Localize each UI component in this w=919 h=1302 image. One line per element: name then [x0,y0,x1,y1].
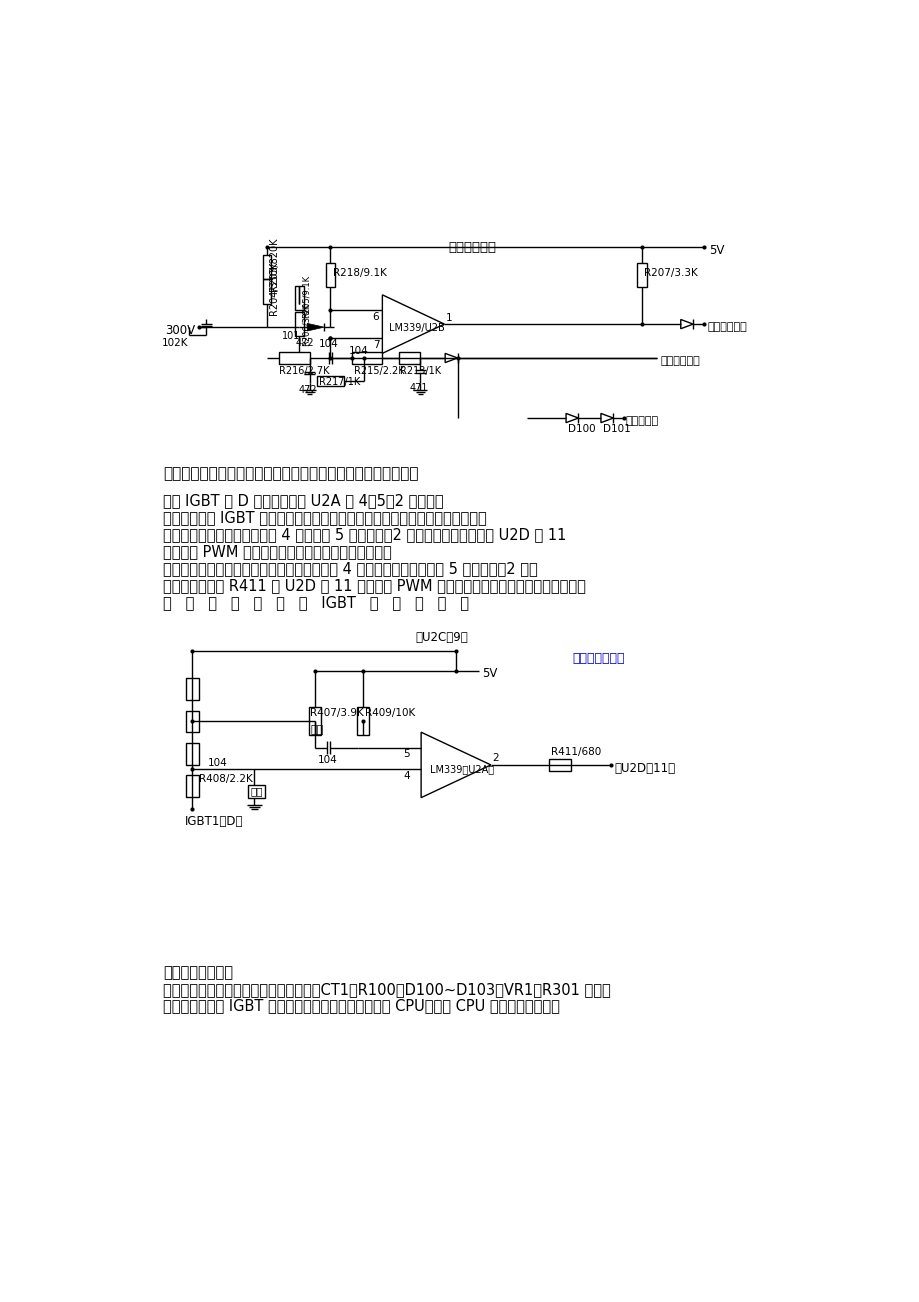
Text: 浪涌保护电路: 浪涌保护电路 [448,241,495,254]
Text: LM339/U2B: LM339/U2B [388,323,444,333]
Bar [186,743,199,764]
Text: 去电流检测: 去电流检测 [625,417,658,426]
Text: 7: 7 [372,340,379,349]
Text: 104: 104 [349,345,369,355]
Bar [248,785,265,798]
Text: 102K: 102K [161,339,187,348]
Text: R203/820K: R203/820K [269,237,279,290]
Text: 472: 472 [299,385,317,395]
Text: 八、反压保护电路（又称反蜂压保护电路或反蜂高压保护电路）: 八、反压保护电路（又称反蜂压保护电路或反蜂高压保护电路） [163,466,418,480]
Bar [278,352,309,365]
Text: 反蜂压保护电路: 反蜂压保护电路 [572,652,624,665]
Text: 基准: 基准 [310,725,323,736]
Bar [309,707,321,734]
Text: R408/2.2K: R408/2.2K [199,773,252,784]
Text: R204/330K: R204/330K [269,262,279,315]
Text: 它由电流检测取样变压器（俗称比流器）CT1、R100、D100~D103、VR1、R301 构成。: 它由电流检测取样变压器（俗称比流器）CT1、R100、D100~D103、VR1… [163,982,610,996]
Text: R218/9.1K: R218/9.1K [333,268,386,279]
Bar [294,311,304,336]
Text: 101: 101 [282,331,301,341]
Text: 104: 104 [208,758,228,768]
Text: 5V: 5V [482,667,497,680]
Bar [325,263,335,288]
Text: 472: 472 [295,339,314,348]
Text: 4: 4 [403,771,410,781]
Text: 1: 1 [446,312,452,323]
Text: 待机浪涌中断: 待机浪涌中断 [660,355,699,366]
Bar [263,255,270,280]
Text: D101: D101 [603,424,630,434]
Text: 降   低   ，   达   到   保   护   IGBT   管   的   目   的   。: 降 低 ， 达 到 保 护 IGBT 管 的 目 的 。 [163,595,469,611]
Text: 其作用是防止 IGBT 管因反蜂电压过高（也就是常说的反蜂脉冲过高）而击穿。: 其作用是防止 IGBT 管因反蜂电压过高（也就是常说的反蜂脉冲过高）而击穿。 [163,510,486,526]
Text: R206/3.9K: R206/3.9K [301,302,311,346]
Text: 5: 5 [403,749,410,759]
Bar [549,759,570,771]
Text: R216/2.7K: R216/2.7K [279,366,329,376]
Text: 文字: 文字 [250,786,263,796]
Text: 104: 104 [319,339,338,349]
Text: R213/1K: R213/1K [400,366,441,376]
Bar [186,678,199,700]
Text: 去U2C的9脚: 去U2C的9脚 [415,631,468,644]
Bar [398,352,420,365]
Text: 其主要作用是将 IGBT 的工作电流转化为电压信号加到 CPU，通过 CPU 对此电压进行处理: 其主要作用是将 IGBT 的工作电流转化为电压信号加到 CPU，通过 CPU 对… [163,999,560,1014]
Text: R207/3.3K: R207/3.3K [643,268,698,279]
Text: 471: 471 [409,383,427,393]
Text: 300V: 300V [165,324,196,337]
Text: R217/1K: R217/1K [319,378,359,387]
Text: 待机浪涌中断: 待机浪涌中断 [707,322,746,332]
Text: R409/10K: R409/10K [364,707,414,717]
Bar [186,711,199,732]
Polygon shape [307,323,323,331]
Text: R411/680: R411/680 [550,747,600,758]
Text: 九、电流检测电路: 九、电流检测电路 [163,965,233,979]
Bar [352,352,381,365]
Text: R205/9.1K: R205/9.1K [301,275,311,318]
Bar [294,285,304,310]
Bar [637,263,646,288]
Text: 去U2D的11脚: 去U2D的11脚 [614,762,675,775]
Bar [317,376,344,387]
Text: 它由 IGBT 管 D 极取样电路及 U2A 的 4、5、2 脚组成。: 它由 IGBT 管 D 极取样电路及 U2A 的 4、5、2 脚组成。 [163,493,443,509]
Text: R215/2.2K: R215/2.2K [353,366,403,376]
Text: 当电流过大或某种原因使反蜂电压增高时，当 4 脚取得的脉冲电压高于 5 脚电压时，2 脚输: 当电流过大或某种原因使反蜂电压增高时，当 4 脚取得的脉冲电压高于 5 脚电压时… [163,561,538,577]
Text: 出低电平，通过 R411 将 U2D 的 11 脚送来的 PWM 脉冲电压幅度减小，使电磁炉输出功率: 出低电平，通过 R411 将 U2D 的 11 脚送来的 PWM 脉冲电压幅度减… [163,578,585,594]
Text: 6: 6 [372,311,379,322]
Bar [263,280,270,305]
Text: 正常时，由同步取样电路送到 4 脚电压比 5 脚电压低，2 脚输出高电平，此时对 U2D 的 11: 正常时，由同步取样电路送到 4 脚电压比 5 脚电压低，2 脚输出高电平，此时对… [163,527,566,543]
Bar [357,707,369,734]
Text: 脚送来的 PWM 脉冲电压没有影响，电磁炉正常工作；: 脚送来的 PWM 脉冲电压没有影响，电磁炉正常工作； [163,544,391,560]
Text: 5V: 5V [708,243,723,256]
Text: R407/3.9K: R407/3.9K [310,707,364,717]
Text: IGBT1的D脚: IGBT1的D脚 [185,815,243,828]
Bar [186,775,199,797]
Text: 104: 104 [318,755,337,766]
Text: 2: 2 [492,754,498,763]
Text: D100: D100 [567,424,595,434]
Text: LM339（U2A）: LM339（U2A） [430,764,494,775]
